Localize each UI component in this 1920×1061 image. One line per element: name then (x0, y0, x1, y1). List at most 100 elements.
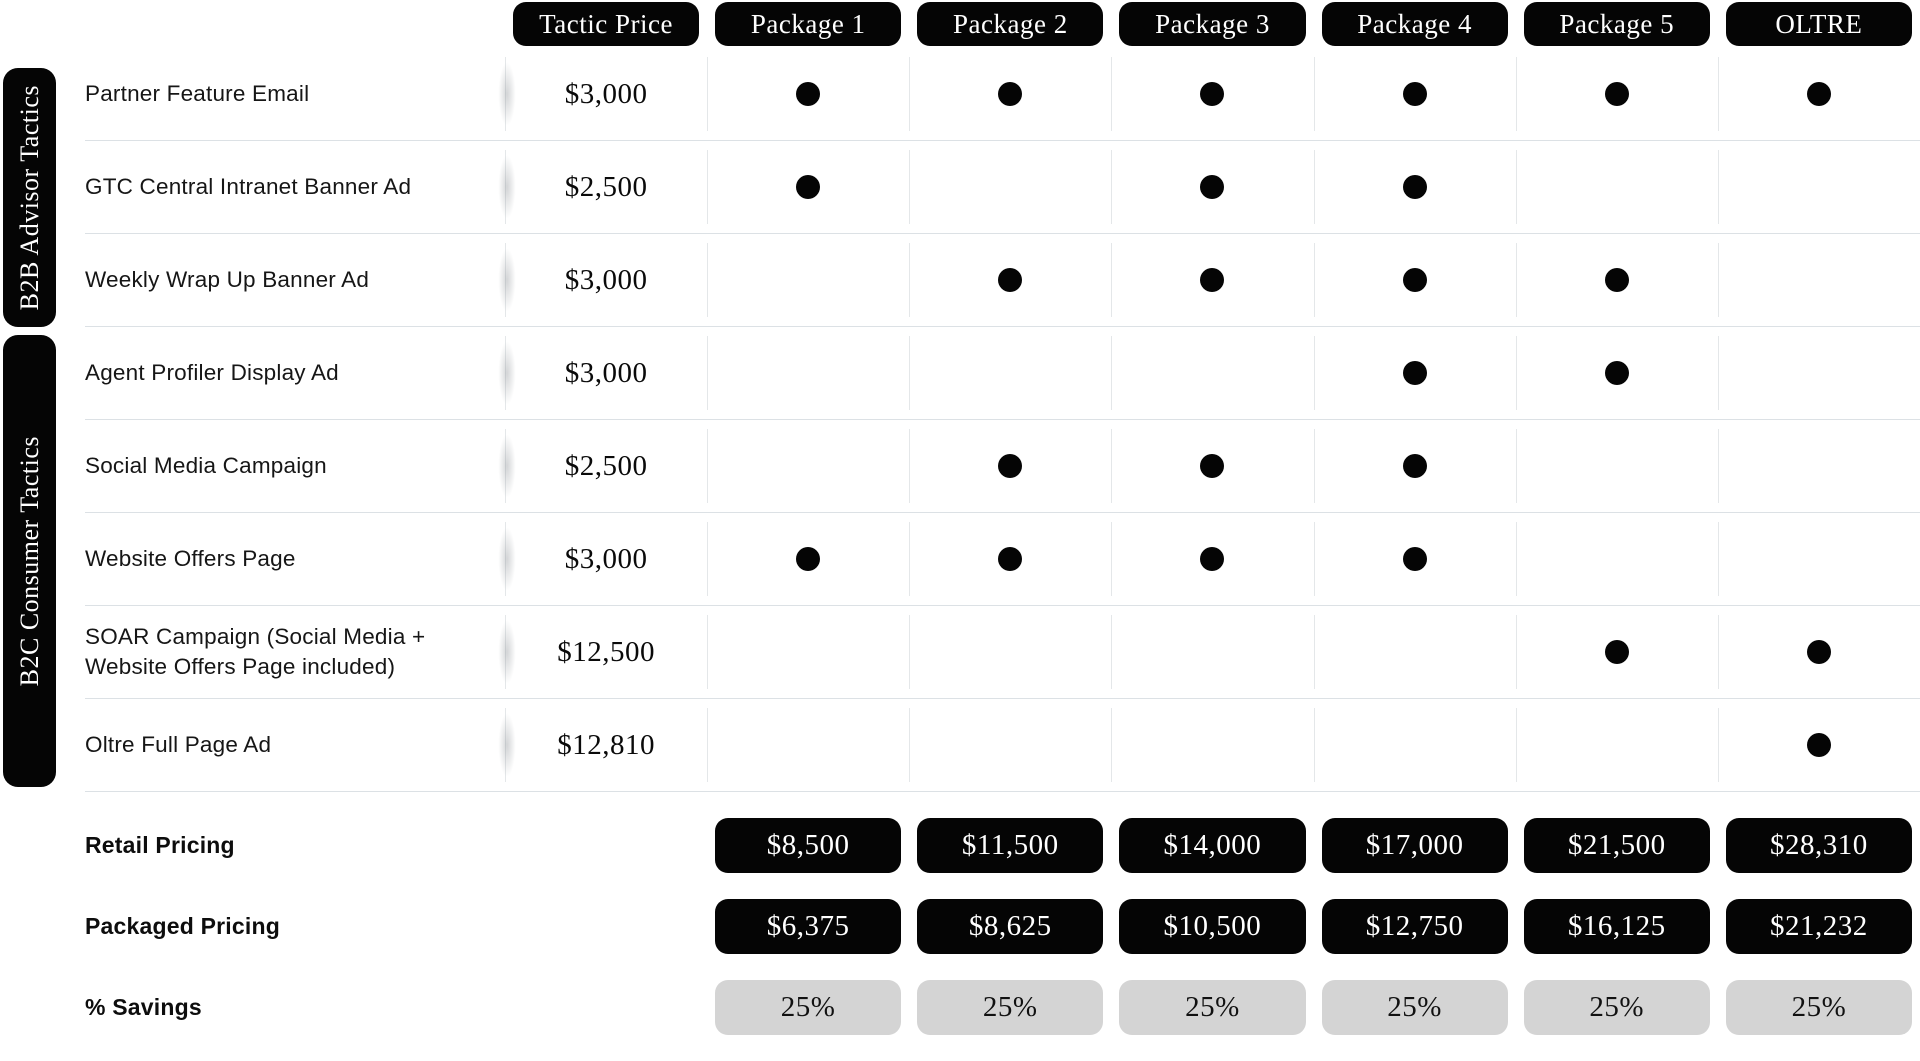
package-cell-oltre (1717, 699, 1920, 791)
included-dot (1402, 175, 1427, 199)
included-dot (1604, 361, 1629, 385)
package-cell-package-4 (1313, 48, 1516, 140)
summary-row-label: Packaged Pricing (85, 913, 280, 939)
package-cell-package-5 (1515, 327, 1718, 419)
package-cell-package-5 (1515, 420, 1718, 512)
included-dot (998, 268, 1023, 292)
package-cell-package-1 (707, 606, 909, 698)
package-cell-package-4 (1313, 513, 1516, 605)
table-row-social-media-campaign: Social Media Campaign $2,500 (85, 420, 1920, 513)
included-dot (796, 82, 821, 106)
table-row-soar-campaign-social-media-web: SOAR Campaign (Social Media + Website Of… (85, 606, 1920, 699)
package-cell-package-4 (1313, 234, 1516, 326)
summary-value-package-4: 25% (1321, 980, 1508, 1035)
summary-row-label: Retail Pricing (85, 832, 235, 858)
summary-value-package-3: $10,500 (1119, 899, 1306, 954)
tactic-price-value: $3,000 (564, 77, 648, 110)
package-cell-oltre (1717, 327, 1920, 419)
included-dot (1200, 268, 1225, 292)
column-header-oltre: OLTRE (1725, 2, 1912, 46)
column-header-package-2: Package 2 (917, 2, 1104, 46)
column-header-package-1: Package 1 (715, 2, 902, 46)
table-row-partner-feature-email: Partner Feature Email $3,000 (85, 48, 1920, 141)
package-cell-package-5 (1515, 48, 1718, 140)
package-cell-package-1 (707, 141, 909, 233)
package-cell-package-5 (1515, 141, 1718, 233)
package-cell-package-2 (909, 234, 1111, 326)
group-tab-b2b-advisor-tactics: B2B Advisor Tactics (3, 68, 56, 327)
tactic-name: Social Media Campaign (85, 453, 327, 479)
summary-value-package-2: $11,500 (917, 818, 1104, 873)
included-dot (998, 454, 1023, 478)
package-cell-package-5 (1515, 606, 1718, 698)
summary-row-retail-pricing: Retail Pricing $8,500 $11,500 $14,000 $17,00… (85, 818, 1920, 873)
summary-value-package-2: 25% (917, 980, 1104, 1035)
included-dot (1402, 361, 1427, 385)
package-cell-package-3 (1111, 513, 1313, 605)
package-cell-package-3 (1111, 234, 1313, 326)
package-cell-package-1 (707, 234, 909, 326)
included-dot (1604, 268, 1629, 292)
package-cell-oltre (1717, 48, 1920, 140)
included-dot (1806, 82, 1831, 106)
package-cell-package-1 (707, 699, 909, 791)
included-dot (1806, 733, 1831, 757)
tactic-price-value: $12,810 (557, 728, 655, 761)
package-cell-package-3 (1111, 141, 1313, 233)
tactic-price-cell: $3,000 (505, 513, 707, 605)
tactic-price-value: $3,000 (564, 542, 648, 575)
package-cell-package-3 (1111, 420, 1313, 512)
included-dot (998, 82, 1023, 106)
package-cell-package-2 (909, 513, 1111, 605)
summary-value-package-3: $14,000 (1119, 818, 1306, 873)
package-cell-package-2 (909, 141, 1111, 233)
summary-value-package-3: 25% (1119, 980, 1306, 1035)
package-cell-package-4 (1313, 327, 1516, 419)
summary-row-label: % Savings (85, 994, 202, 1020)
package-cell-package-4 (1313, 699, 1516, 791)
package-cell-oltre (1717, 420, 1920, 512)
package-cell-package-3 (1111, 48, 1313, 140)
summary-value-oltre: 25% (1725, 980, 1912, 1035)
package-cell-package-2 (909, 327, 1111, 419)
package-cell-package-1 (707, 327, 909, 419)
package-cell-oltre (1717, 141, 1920, 233)
included-dot (1200, 454, 1225, 478)
table-row-website-offers-page: Website Offers Page $3,000 (85, 513, 1920, 606)
tactic-name: Weekly Wrap Up Banner Ad (85, 267, 370, 293)
table-row-oltre-full-page-ad: Oltre Full Page Ad $12,810 (85, 699, 1920, 792)
included-dot (1806, 640, 1831, 664)
group-tab-b2c-consumer-tactics: B2C Consumer Tactics (3, 335, 56, 787)
included-dot (1604, 82, 1629, 106)
pricing-summary: Retail Pricing $8,500 $11,500 $14,000 $17,00… (85, 818, 1920, 1061)
package-cell-package-5 (1515, 513, 1718, 605)
package-cell-package-3 (1111, 327, 1313, 419)
column-header-tactic-price: Tactic Price (513, 2, 700, 46)
tactic-price-cell: $12,810 (505, 699, 707, 791)
included-dot (1402, 547, 1427, 571)
package-cell-package-1 (707, 48, 909, 140)
header-row: Tactic Price Package 1 Package 2 Package 3 P… (85, 0, 1920, 48)
package-cell-package-3 (1111, 699, 1313, 791)
tactic-price-value: $12,500 (557, 635, 655, 668)
package-cell-package-4 (1313, 141, 1516, 233)
package-cell-oltre (1717, 513, 1920, 605)
summary-value-package-1: $8,500 (715, 818, 902, 873)
table-body: Partner Feature Email $3,000 GTC Central I… (85, 48, 1920, 792)
group-tab-label: B2C Consumer Tactics (14, 435, 44, 687)
tactic-price-value: $3,000 (564, 356, 648, 389)
summary-value-package-5: $16,125 (1523, 899, 1710, 954)
tactic-price-value: $3,000 (564, 263, 648, 296)
package-cell-package-2 (909, 420, 1111, 512)
summary-row-packaged-pricing: Packaged Pricing $6,375 $8,625 $10,500 $12,7… (85, 899, 1920, 954)
group-tab-label: B2B Advisor Tactics (14, 84, 44, 311)
column-header-package-5: Package 5 (1523, 2, 1710, 46)
package-cell-package-3 (1111, 606, 1313, 698)
package-cell-package-2 (909, 699, 1111, 791)
summary-value-package-4: $12,750 (1321, 899, 1508, 954)
summary-value-package-5: $21,500 (1523, 818, 1710, 873)
summary-row-savings: % Savings 25% 25% 25% 25% 25% 25% (85, 980, 1920, 1035)
table-row-gtc-central-intranet-banner-ad: GTC Central Intranet Banner Ad $2,500 (85, 141, 1920, 234)
included-dot (1402, 82, 1427, 106)
